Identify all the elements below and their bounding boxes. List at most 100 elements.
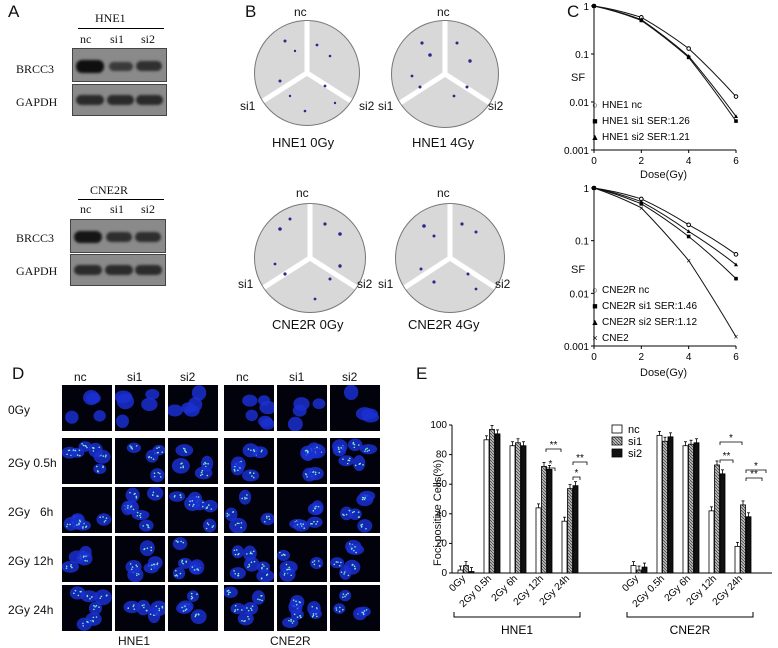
microscopy-image <box>115 536 165 582</box>
legend-marker: × <box>592 333 597 343</box>
bar <box>714 464 720 574</box>
bar <box>708 510 715 574</box>
bar <box>463 565 469 574</box>
gapdh-blot-image <box>70 254 166 286</box>
bar <box>682 445 689 574</box>
plate-top-label: nc <box>296 186 309 200</box>
group-bracket <box>626 612 754 618</box>
legend-label: nc <box>628 424 640 436</box>
column-header: si2 <box>180 370 196 384</box>
blot-row-label: GAPDH <box>16 264 58 278</box>
y-tick-label: 0 <box>441 568 447 579</box>
microscopy-image <box>330 438 380 484</box>
series-line <box>593 5 737 117</box>
x-tick-label: 2 <box>639 156 645 167</box>
legend-swatch <box>611 436 623 446</box>
legend-label: CNE2R nc <box>602 285 649 296</box>
row-label: 0Gy <box>8 403 31 417</box>
blot-row-label: GAPDH <box>16 95 58 109</box>
bar <box>636 569 642 574</box>
panel-a-letter: A <box>8 2 20 21</box>
group-label: CNE2R <box>670 623 711 637</box>
significance-marker: ** <box>750 469 758 480</box>
blot-row-label: BRCC3 <box>16 231 55 245</box>
significance-bracket <box>745 477 763 481</box>
bar <box>468 571 475 574</box>
legend-marker: ■ <box>592 116 597 126</box>
bar <box>688 443 694 574</box>
data-point: × <box>639 204 644 213</box>
data-point <box>591 185 597 191</box>
x-tick-label: 4 <box>686 156 692 167</box>
data-point <box>686 229 691 233</box>
lane-label: si2 <box>141 202 156 216</box>
legend-marker: ■ <box>592 301 597 311</box>
significance-marker: ** <box>723 451 731 462</box>
colony-plate-image <box>391 20 499 128</box>
bar <box>561 520 568 574</box>
y-tick-label: 0.1 <box>575 50 589 61</box>
x-tick-label: 2Gy 6h <box>490 573 521 604</box>
data-point <box>686 53 691 58</box>
brcc3-blot-image <box>72 48 167 82</box>
column-header: nc <box>74 370 87 384</box>
microscopy-image <box>115 585 165 631</box>
plate-caption: HNE1 0Gy <box>272 135 335 150</box>
series-line <box>593 187 737 266</box>
x-tick-label: 2Gy 24h <box>711 573 746 608</box>
blot-divider <box>78 199 164 200</box>
data-point <box>639 15 644 20</box>
significance-marker: * <box>754 461 758 472</box>
data-point <box>686 55 691 60</box>
row-label: 2Gy 0.5h <box>8 456 57 470</box>
microscopy-image <box>115 385 165 431</box>
significance-bracket <box>745 469 767 473</box>
microscopy-image <box>277 385 327 431</box>
x-tick-label: 2Gy 24h <box>538 573 573 608</box>
legend-label: si1 <box>628 436 642 448</box>
legend-marker: ○ <box>592 285 597 295</box>
significance-marker: ** <box>576 453 584 464</box>
plate-top-label: nc <box>437 186 450 200</box>
bar <box>719 473 726 574</box>
bar <box>483 439 490 574</box>
significance-bracket <box>719 459 734 463</box>
bar <box>572 485 579 574</box>
microscopy-image <box>224 385 274 431</box>
column-header: si1 <box>289 370 305 384</box>
bar <box>541 466 547 574</box>
series-line <box>593 187 737 255</box>
panel-b-letter: B <box>245 2 257 21</box>
brcc3-blot-image <box>70 219 166 253</box>
microscopy-image <box>168 585 218 631</box>
plate-top-label: nc <box>437 5 450 19</box>
microscopy-image <box>330 536 380 582</box>
significance-bracket <box>545 448 562 452</box>
x-tick-label: 0Gy <box>447 573 468 594</box>
panel-c-letter: C <box>567 2 580 21</box>
data-point <box>591 3 597 9</box>
data-point <box>592 3 596 8</box>
data-point: × <box>686 257 691 266</box>
plate-right-label: si2 <box>495 277 511 291</box>
legend-marker: ▲ <box>591 132 600 142</box>
microscopy-image <box>330 487 380 533</box>
blot-divider <box>78 28 164 29</box>
series-line <box>593 187 737 337</box>
microscopy-image <box>224 536 274 582</box>
lane-label: si1 <box>110 32 125 46</box>
significance-marker: * <box>575 468 579 479</box>
significance-bracket <box>572 476 581 480</box>
data-point <box>592 185 596 190</box>
data-point <box>734 114 738 119</box>
bar <box>740 504 746 574</box>
microscopy-image <box>168 385 218 431</box>
x-tick-label: 2Gy 0.5h <box>631 573 667 609</box>
microscopy-image <box>168 438 218 484</box>
significance-marker: * <box>549 459 553 470</box>
data-point <box>639 196 644 202</box>
y-axis-label: SF <box>571 72 586 84</box>
microscopy-image <box>224 438 274 484</box>
column-header: si2 <box>342 370 358 384</box>
legend-swatch <box>611 424 623 434</box>
